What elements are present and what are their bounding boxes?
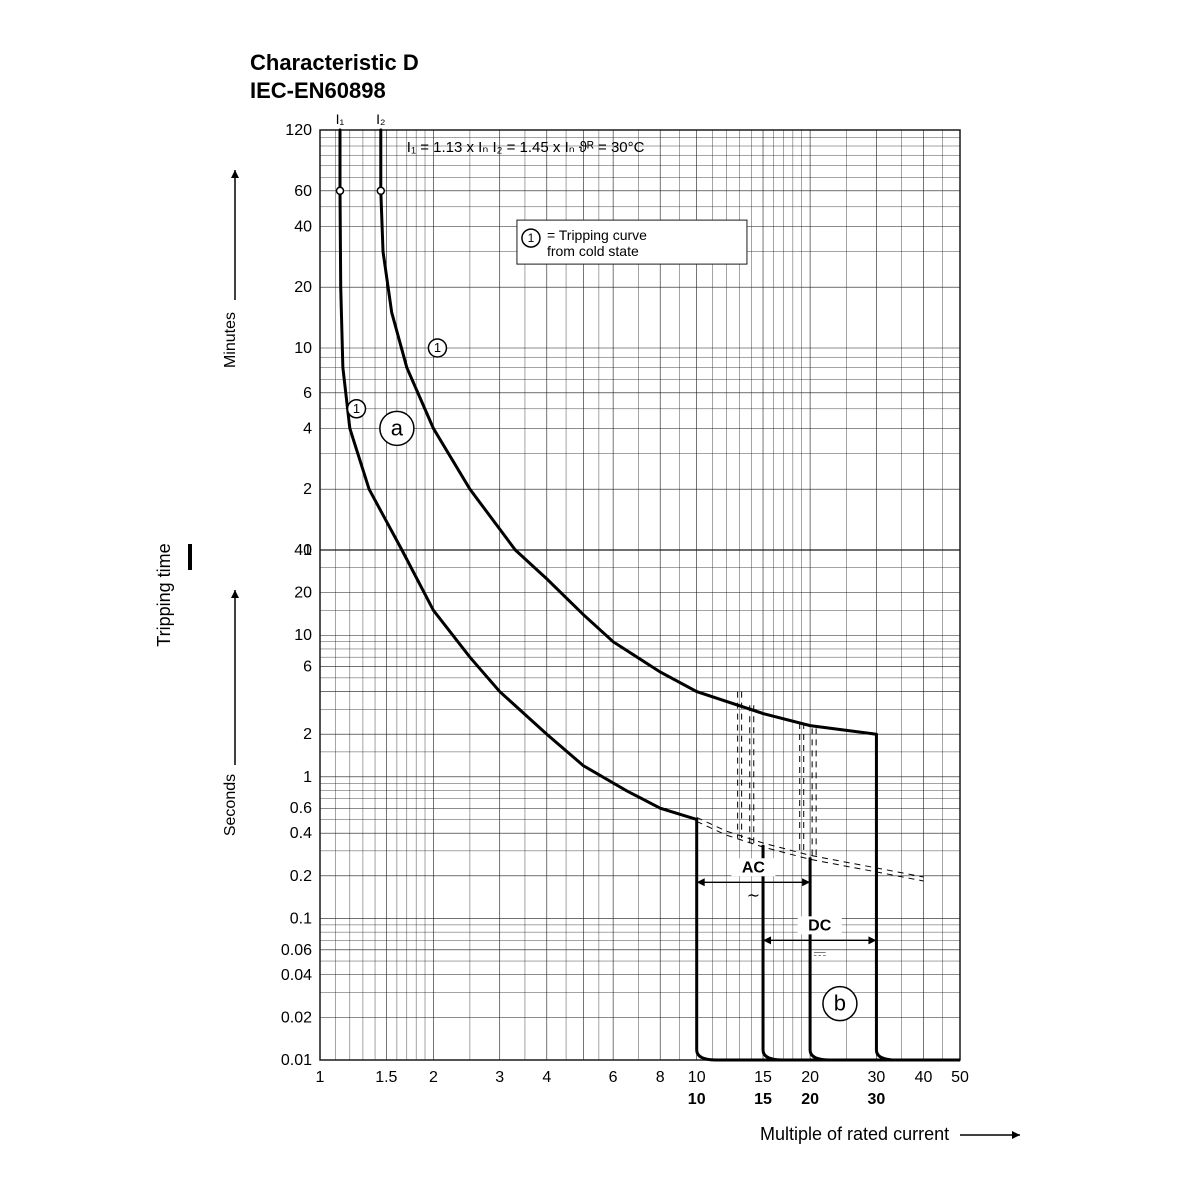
x-tick: 40 bbox=[915, 1069, 933, 1086]
y-sec-tick: 2 bbox=[303, 726, 312, 743]
y-sec-tick: 10 bbox=[294, 627, 312, 644]
legend-line2: from cold state bbox=[547, 243, 639, 259]
chart-container: Characteristic DIEC-EN6089811.5234681015… bbox=[0, 0, 1200, 1200]
x-tick: 1.5 bbox=[375, 1069, 397, 1086]
y-sec-tick: 0.06 bbox=[281, 942, 312, 959]
y-sec-tick: 20 bbox=[294, 585, 312, 602]
svg-text:1: 1 bbox=[434, 340, 441, 355]
y-sec-tick: 0.2 bbox=[290, 868, 312, 885]
x-tick: 3 bbox=[495, 1069, 504, 1086]
svg-text:1: 1 bbox=[353, 401, 360, 416]
header-params: I₁ = 1.13 x Iₙ I₂ = 1.45 x Iₙ ϑᴿ = 30°C bbox=[407, 139, 645, 156]
y-sec-tick: 0.1 bbox=[290, 910, 312, 927]
y-minutes-label: Minutes bbox=[222, 312, 239, 368]
y-axis-label: Tripping time bbox=[154, 543, 174, 646]
y-sec-tick: 0.01 bbox=[281, 1052, 312, 1069]
dc-label: DC bbox=[808, 917, 832, 934]
y-sec-tick: 0.4 bbox=[290, 825, 312, 842]
y-sec-tick: 0.02 bbox=[281, 1009, 312, 1026]
y-sec-tick: 0.04 bbox=[281, 967, 312, 984]
x-tick-bold: 15 bbox=[754, 1091, 772, 1108]
x-tick: 6 bbox=[609, 1069, 618, 1086]
y-sec-tick: 1 bbox=[303, 769, 312, 786]
ac-label: AC bbox=[742, 859, 766, 876]
legend-line1: = Tripping curve bbox=[547, 227, 647, 243]
x-axis-label: Multiple of rated current bbox=[760, 1124, 949, 1144]
x-tick: 50 bbox=[951, 1069, 969, 1086]
y-min-tick: 20 bbox=[294, 279, 312, 296]
x-tick: 20 bbox=[801, 1069, 819, 1086]
y-min-tick: 4 bbox=[303, 420, 312, 437]
svg-text:a: a bbox=[391, 415, 404, 440]
y-min-tick: 60 bbox=[294, 183, 312, 200]
x-tick-bold: 20 bbox=[801, 1091, 819, 1108]
y-min-tick: 10 bbox=[294, 340, 312, 357]
x-tick: 8 bbox=[656, 1069, 665, 1086]
svg-text:⎓: ⎓ bbox=[813, 945, 826, 962]
svg-text:1: 1 bbox=[528, 231, 535, 245]
i-label: I₂ bbox=[376, 111, 385, 127]
y-sec-tick: 0.6 bbox=[290, 800, 312, 817]
i-label: I₁ bbox=[336, 111, 345, 127]
x-tick: 4 bbox=[542, 1069, 551, 1086]
y-min-tick: 40 bbox=[294, 218, 312, 235]
x-tick: 2 bbox=[429, 1069, 438, 1086]
y-min-tick: 2 bbox=[303, 481, 312, 498]
x-tick-bold: 10 bbox=[688, 1091, 706, 1108]
x-tick: 1 bbox=[316, 1069, 325, 1086]
y-sec-tick: 6 bbox=[303, 659, 312, 676]
y-seconds-label: Seconds bbox=[222, 774, 239, 836]
y-sec-tick: 40 bbox=[294, 542, 312, 559]
x-tick-bold: 30 bbox=[868, 1091, 886, 1108]
chart-title-2: IEC-EN60898 bbox=[250, 78, 386, 103]
x-tick: 15 bbox=[754, 1069, 772, 1086]
y-min-tick: 6 bbox=[303, 385, 312, 402]
svg-text:∼: ∼ bbox=[747, 887, 760, 904]
x-tick: 30 bbox=[868, 1069, 886, 1086]
svg-text:120: 120 bbox=[285, 122, 312, 139]
svg-text:b: b bbox=[834, 991, 846, 1016]
x-tick: 10 bbox=[688, 1069, 706, 1086]
chart-title-1: Characteristic D bbox=[250, 50, 419, 75]
